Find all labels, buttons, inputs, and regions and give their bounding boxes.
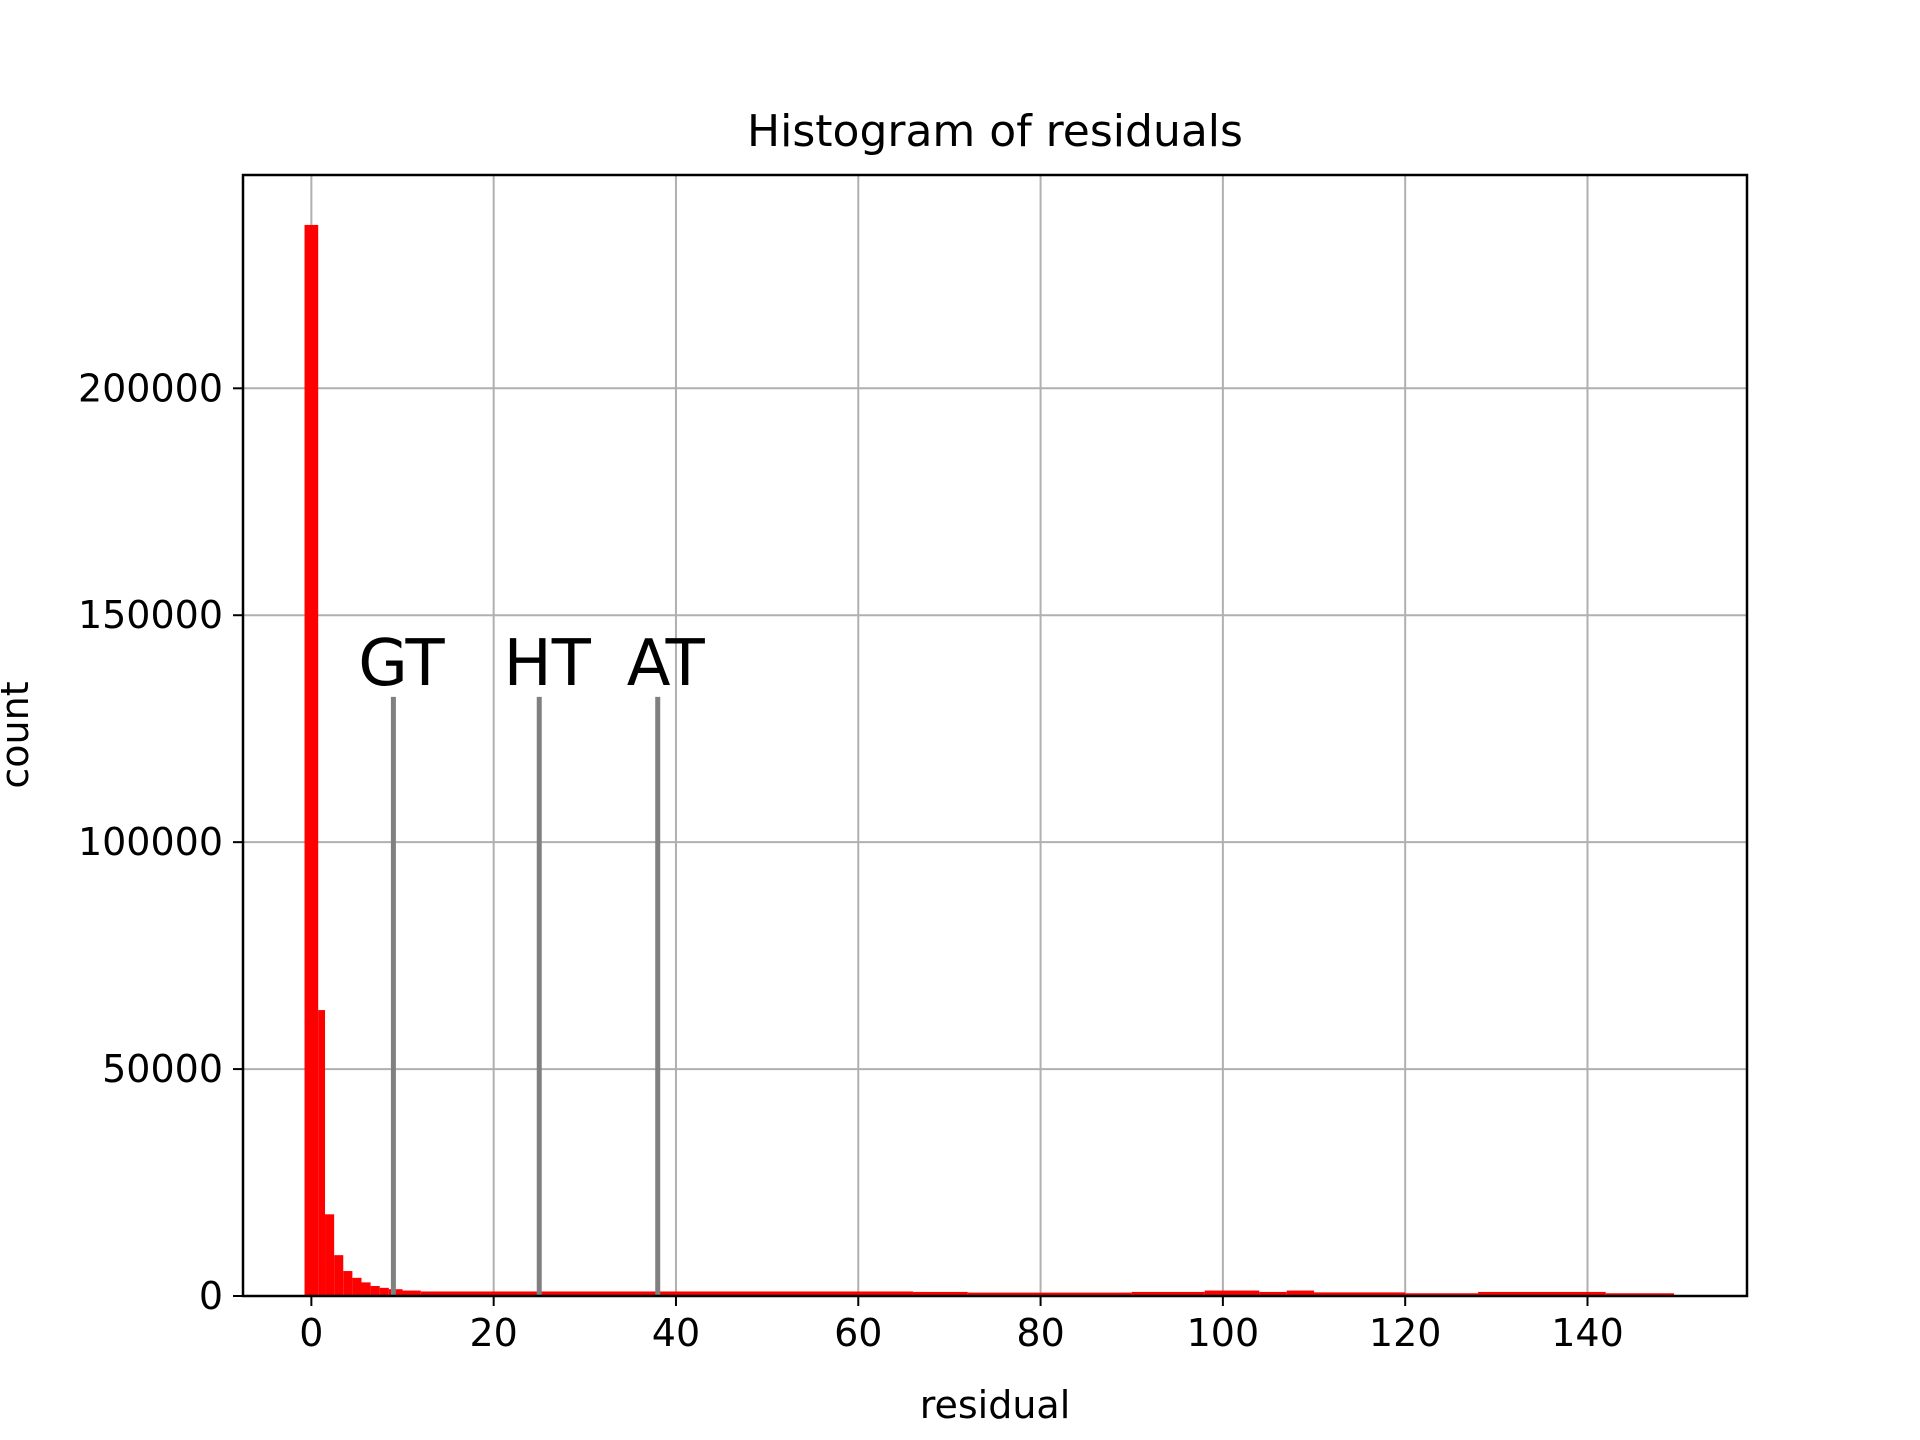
y-tick-label: 100000 xyxy=(78,820,223,864)
x-tick-label: 0 xyxy=(299,1311,323,1355)
histogram-bar xyxy=(1314,1292,1406,1296)
x-tick-label: 140 xyxy=(1551,1311,1624,1355)
threshold-annotations: GT HT AT xyxy=(358,627,706,1296)
histogram-bar xyxy=(1405,1293,1479,1296)
x-tick-label: 60 xyxy=(834,1311,882,1355)
y-tick-label: 50000 xyxy=(102,1047,223,1091)
histogram-bar xyxy=(352,1277,362,1296)
x-axis-label: residual xyxy=(920,1383,1071,1427)
grid xyxy=(243,175,1747,1297)
chart-title: Histogram of residuals xyxy=(747,106,1243,157)
y-tick-label: 200000 xyxy=(78,366,223,410)
threshold-label-ht: HT xyxy=(504,627,592,701)
histogram-bar xyxy=(1204,1290,1260,1296)
histogram-bar xyxy=(304,224,319,1296)
x-tick-label: 20 xyxy=(469,1311,517,1355)
histogram-bar xyxy=(1478,1291,1606,1296)
x-axis-ticks: 0 20 40 60 80 100 120 140 xyxy=(299,1296,1624,1355)
y-tick-label: 150000 xyxy=(78,593,223,637)
histogram-bar xyxy=(334,1255,344,1296)
histogram-bar xyxy=(361,1282,371,1296)
histogram-bar xyxy=(370,1286,380,1296)
threshold-label-gt: GT xyxy=(358,627,445,701)
x-tick-label: 120 xyxy=(1369,1311,1442,1355)
histogram-bar xyxy=(318,1010,326,1296)
plot-frame xyxy=(241,173,1749,1298)
histogram-bar xyxy=(343,1271,353,1296)
histogram-bar xyxy=(420,1291,913,1296)
x-tick-label: 40 xyxy=(652,1311,700,1355)
histogram-bar xyxy=(967,1292,1132,1296)
histogram-bar xyxy=(402,1290,421,1296)
histogram-bar xyxy=(1131,1291,1205,1296)
histogram-bar xyxy=(379,1287,389,1296)
x-tick-label: 100 xyxy=(1187,1311,1260,1355)
histogram-bar xyxy=(1286,1290,1315,1296)
y-tick-label: 0 xyxy=(199,1274,223,1318)
histogram-bar xyxy=(912,1291,968,1296)
y-axis-ticks: 0 50000 100000 150000 200000 xyxy=(78,366,243,1318)
histogram-bar xyxy=(325,1214,335,1296)
threshold-label-at: AT xyxy=(627,627,706,701)
histogram-bar xyxy=(1259,1291,1287,1296)
x-tick-label: 80 xyxy=(1016,1311,1064,1355)
y-axis-label: count xyxy=(0,681,37,788)
histogram-bar xyxy=(1605,1293,1675,1296)
